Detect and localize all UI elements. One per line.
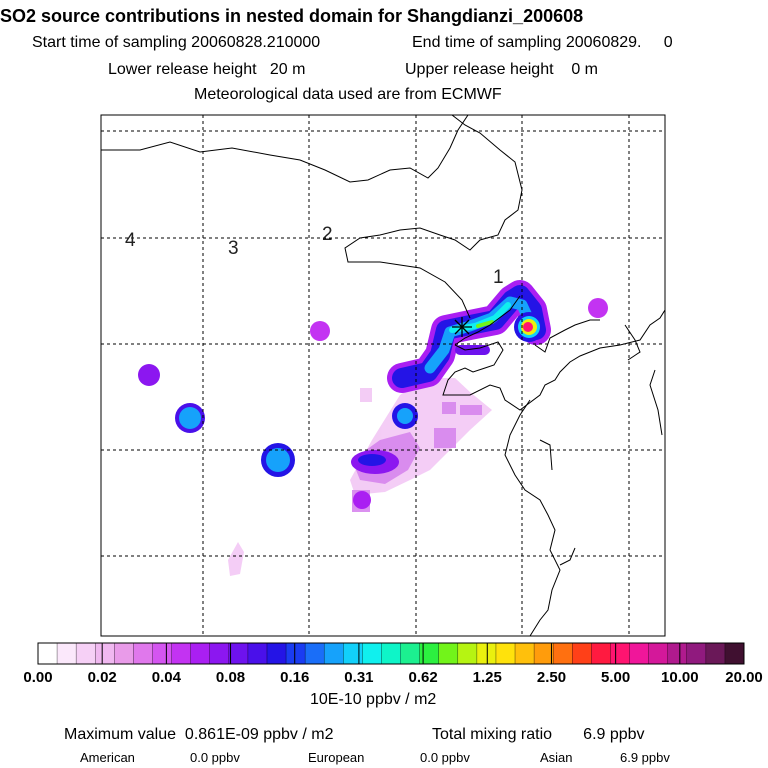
colorbar-tick-label: 0.16 xyxy=(280,669,310,686)
grid-lines xyxy=(101,115,665,636)
asian-label: Asian xyxy=(540,750,573,765)
colorbar-cell xyxy=(38,643,58,664)
colorbar-cell xyxy=(667,643,688,664)
european-label: European xyxy=(308,750,365,765)
colorbar-cell xyxy=(686,643,707,664)
european-value: 0.0 ppbv xyxy=(420,750,470,765)
colorbar-cell xyxy=(133,643,153,664)
colorbar-cell xyxy=(495,643,516,664)
plume-ridge xyxy=(387,280,551,393)
meteo-label: Meteorological data used are from ECMWF xyxy=(194,86,502,103)
total-mixing-ratio: Total mixing ratio 6.9 ppbv xyxy=(432,726,645,743)
region-label-2: 2 xyxy=(322,224,333,245)
colorbar-tick-label: 0.00 xyxy=(23,669,53,686)
end-time-label: End time of sampling 20060829. 0 xyxy=(412,34,673,51)
chart-title: SO2 source contributions in nested domai… xyxy=(0,6,584,26)
colorbar-cell xyxy=(247,643,268,664)
colorbar-cell xyxy=(362,643,382,664)
colorbar-tick-label: 20.00 xyxy=(725,669,763,686)
colorbar-tick-label: 0.02 xyxy=(87,669,117,686)
colorbar-cell xyxy=(648,643,669,664)
american-value: 0.0 ppbv xyxy=(190,750,240,765)
region-labels: 4 3 2 1 xyxy=(125,224,504,288)
colorbar-cell xyxy=(457,643,478,664)
colorbar-cell xyxy=(553,643,573,664)
colorbar-tick-label: 10.00 xyxy=(661,669,699,686)
colorbar-cell xyxy=(534,643,554,664)
colorbar-cell xyxy=(324,643,344,664)
colorbar-tick-label: 0.31 xyxy=(344,669,374,686)
colorbar-cell xyxy=(95,643,115,664)
colorbar-cell xyxy=(76,643,96,664)
colorbar-tick-label: 0.08 xyxy=(215,669,246,686)
maximum-value: Maximum value 0.861E-09 ppbv / m2 xyxy=(64,726,334,743)
colorbar-cell xyxy=(57,643,77,664)
colorbar-cell xyxy=(705,643,726,664)
colorbar-cell xyxy=(114,643,134,664)
colorbar-cell xyxy=(190,643,211,664)
asian-value: 6.9 ppbv xyxy=(620,750,670,765)
region-label-3: 3 xyxy=(228,238,239,259)
colorbar-cell xyxy=(419,643,440,664)
colorbar-tick-label: 5.00 xyxy=(601,669,631,686)
region-label-4: 4 xyxy=(125,230,136,251)
receptor-star-icon xyxy=(452,317,472,337)
start-time-label: Start time of sampling 20060828.210000 xyxy=(32,34,321,51)
american-label: American xyxy=(80,750,135,765)
colorbar-cell xyxy=(438,643,459,664)
colorbar-cell xyxy=(476,643,497,664)
colorbar-cell xyxy=(305,643,325,664)
colorbar-cell xyxy=(610,643,631,664)
colorbar-cell xyxy=(343,643,363,664)
colorbar-tick-label: 1.25 xyxy=(472,669,502,686)
colorbar-tick-label: 0.04 xyxy=(151,669,181,686)
colorbar-cell xyxy=(266,643,287,664)
map-frame xyxy=(100,114,666,637)
colorbar-tick-label: 2.50 xyxy=(536,669,567,686)
colorbar-cell xyxy=(400,643,421,664)
colorbar-cell xyxy=(591,643,611,664)
isolated-sources xyxy=(138,298,608,509)
upper-release-label: Upper release height 0 m xyxy=(405,61,598,78)
colorbar-cell xyxy=(629,643,650,664)
concentration-field xyxy=(101,115,665,636)
coastlines xyxy=(101,115,665,636)
colorbar-cell xyxy=(381,643,402,664)
colorbar-cell xyxy=(572,643,592,664)
colorbar-units: 10E-10 ppbv / m2 xyxy=(310,691,437,708)
colorbar-tick-label: 0.62 xyxy=(408,669,438,686)
colorbar-cell xyxy=(228,643,249,664)
colorbar-cell xyxy=(171,643,192,664)
colorbar-cell xyxy=(724,643,745,664)
lower-release-label: Lower release height 20 m xyxy=(108,61,306,78)
colorbar-cell xyxy=(515,643,535,664)
region-label-1: 1 xyxy=(493,267,504,288)
colorbar-cell xyxy=(152,643,173,664)
colorbar-cell xyxy=(209,643,230,664)
colorbar-cell xyxy=(286,643,306,664)
